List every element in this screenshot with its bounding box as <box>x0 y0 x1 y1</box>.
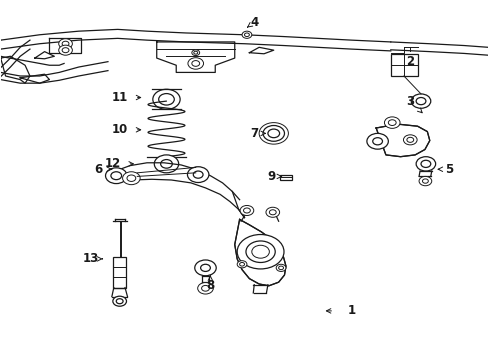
Polygon shape <box>0 56 30 83</box>
Circle shape <box>153 89 180 109</box>
Text: 3: 3 <box>406 95 413 108</box>
Circle shape <box>265 207 279 217</box>
Text: 5: 5 <box>444 163 452 176</box>
Text: 10: 10 <box>112 123 128 136</box>
Circle shape <box>263 126 284 141</box>
Circle shape <box>415 157 435 171</box>
Circle shape <box>59 39 72 49</box>
Bar <box>113 257 126 288</box>
Circle shape <box>197 283 213 294</box>
Circle shape <box>191 50 199 55</box>
Circle shape <box>194 260 216 276</box>
Text: 1: 1 <box>347 305 355 318</box>
Polygon shape <box>375 125 429 157</box>
Bar <box>279 175 291 180</box>
Circle shape <box>154 155 178 173</box>
Circle shape <box>122 172 140 185</box>
Polygon shape <box>20 74 49 83</box>
Circle shape <box>187 167 208 183</box>
Polygon shape <box>234 220 285 286</box>
Text: 6: 6 <box>94 163 102 176</box>
Circle shape <box>242 31 251 39</box>
Circle shape <box>276 264 285 271</box>
Text: 7: 7 <box>250 127 258 140</box>
Circle shape <box>384 117 399 129</box>
Circle shape <box>59 45 72 55</box>
Circle shape <box>187 58 203 69</box>
Circle shape <box>105 168 127 184</box>
Polygon shape <box>35 51 54 59</box>
Text: 13: 13 <box>82 252 99 265</box>
Text: 2: 2 <box>406 55 413 68</box>
Text: 4: 4 <box>250 16 258 29</box>
Circle shape <box>240 206 253 216</box>
Text: 9: 9 <box>266 170 275 183</box>
Bar <box>390 54 417 76</box>
Circle shape <box>418 176 431 186</box>
Circle shape <box>410 94 430 108</box>
Circle shape <box>237 261 246 268</box>
Circle shape <box>113 296 126 306</box>
Text: 12: 12 <box>104 157 121 170</box>
Text: 11: 11 <box>112 91 128 104</box>
Circle shape <box>237 234 284 269</box>
Text: 8: 8 <box>206 279 214 292</box>
Circle shape <box>366 134 387 149</box>
Circle shape <box>403 135 416 145</box>
